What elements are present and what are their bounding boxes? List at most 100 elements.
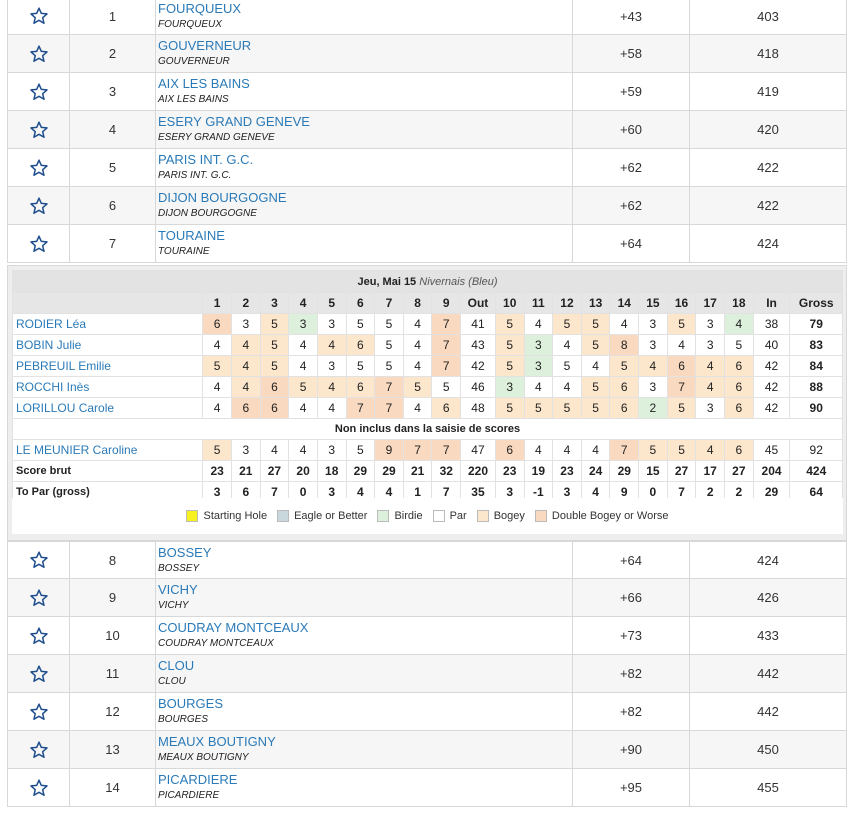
score-cell: 3 (695, 334, 725, 356)
hole-header: 15 (638, 292, 668, 314)
score-cell: 4 (402, 397, 433, 419)
player-name-link[interactable]: BOBIN Julie (11, 334, 204, 356)
team-row[interactable]: 3 AIX LES BAINS AIX LES BAINS +59 419 (7, 73, 847, 111)
legend-item: Starting Hole (186, 510, 267, 522)
player-name-link[interactable]: LE MEUNIER Caroline (11, 439, 204, 461)
score-cell: 4 (402, 334, 433, 356)
hole-header: 11 (523, 292, 554, 314)
score-cell: 5 (259, 313, 290, 335)
favorite-star-icon[interactable] (29, 82, 49, 102)
total-cell: 29 (609, 460, 640, 482)
score-cell: 42 (460, 355, 496, 377)
team-row[interactable]: 12 BOURGES BOURGES +82 442 (7, 693, 847, 731)
score-cell: 5 (494, 397, 525, 419)
score-cell: 46 (460, 376, 496, 398)
team-row[interactable]: 7 TOURAINE TOURAINE +64 424 (7, 225, 847, 263)
hole-header: 7 (374, 292, 404, 314)
team-name-link[interactable]: CLOU (158, 658, 195, 673)
team-row[interactable]: 5 PARIS INT. G.C. PARIS INT. G.C. +62 422 (7, 149, 847, 187)
score-cell: 5 (374, 334, 404, 356)
score-cell: 5 (374, 355, 404, 377)
team-club-name: VICHY (158, 600, 189, 611)
team-total: 424 (757, 236, 779, 251)
total-cell: 23 (202, 460, 232, 482)
score-cell: 7 (431, 439, 462, 461)
team-name-link[interactable]: COUDRAY MONTCEAUX (158, 620, 309, 635)
total-cell: 64 (789, 481, 843, 503)
score-cell: 8 (609, 334, 640, 356)
team-row[interactable]: 8 BOSSEY BOSSEY +64 424 (7, 541, 847, 579)
player-name-link[interactable]: RODIER Léa (11, 313, 204, 335)
team-row[interactable]: 11 CLOU CLOU +82 442 (7, 655, 847, 693)
team-row[interactable]: 4 ESERY GRAND GENEVE ESERY GRAND GENEVE +60… (7, 111, 847, 149)
score-cell: 4 (523, 313, 554, 335)
score-cell: 3 (638, 376, 668, 398)
team-to-par: +95 (573, 769, 690, 806)
score-cell: 4 (402, 355, 433, 377)
team-total: 419 (757, 84, 779, 99)
team-row[interactable]: 2 GOUVERNEUR GOUVERNEUR +58 418 (7, 35, 847, 73)
team-club-name: FOURQUEUX (158, 19, 222, 30)
team-name-link[interactable]: PICARDIERE (158, 772, 238, 787)
favorite-star-icon[interactable] (29, 664, 49, 684)
favorite-star-icon[interactable] (29, 626, 49, 646)
score-cell: 88 (789, 376, 843, 398)
total-cell: 18 (316, 460, 347, 482)
team-name-link[interactable]: AIX LES BAINS (158, 76, 250, 91)
team-name-link[interactable]: DIJON BOURGOGNE (158, 190, 287, 205)
team-name-link[interactable]: TOURAINE (158, 228, 225, 243)
team-row[interactable]: 9 VICHY VICHY +66 426 (7, 579, 847, 617)
score-cell: 83 (789, 334, 843, 356)
team-row[interactable]: 14 PICARDIERE PICARDIERE +95 455 (7, 769, 847, 807)
team-row[interactable]: 10 COUDRAY MONTCEAUX COUDRAY MONTCEAUX +73 4… (7, 617, 847, 655)
favorite-star-icon[interactable] (29, 234, 49, 254)
team-row[interactable]: 1 FOURQUEUX FOURQUEUX +43 403 (7, 0, 847, 35)
team-to-par: +58 (573, 35, 690, 72)
player-name-link[interactable]: PEBREUIL Emilie (11, 355, 204, 377)
score-cell: 5 (580, 334, 611, 356)
score-cell: 5 (345, 313, 376, 335)
favorite-star-icon[interactable] (29, 120, 49, 140)
favorite-star-icon[interactable] (29, 196, 49, 216)
favorite-star-icon[interactable] (29, 588, 49, 608)
favorite-star-icon[interactable] (29, 550, 49, 570)
team-row[interactable]: 6 DIJON BOURGOGNE DIJON BOURGOGNE +62 422 (7, 187, 847, 225)
team-name-link[interactable]: PARIS INT. G.C. (158, 152, 254, 167)
team-row[interactable]: 13 MEAUX BOUTIGNY MEAUX BOUTIGNY +90 450 (7, 731, 847, 769)
favorite-star-icon[interactable] (29, 44, 49, 64)
team-total: 422 (757, 198, 779, 213)
legend-label: Double Bogey or Worse (551, 510, 669, 522)
score-cell: 7 (666, 376, 697, 398)
favorite-star-icon[interactable] (29, 158, 49, 178)
favorite-star-icon[interactable] (29, 740, 49, 760)
total-cell: 204 (752, 460, 791, 482)
score-cell: 3 (638, 313, 668, 335)
score-cell: 6 (345, 376, 376, 398)
score-cell: 5 (494, 355, 525, 377)
favorite-star-icon[interactable] (29, 6, 49, 26)
score-cell: 4 (316, 376, 347, 398)
favorite-star-icon[interactable] (29, 778, 49, 798)
team-name-link[interactable]: FOURQUEUX (158, 1, 242, 16)
score-cell: 4 (288, 397, 318, 419)
leaderboard-top: 1 FOURQUEUX FOURQUEUX +43 403 2 GOUVERNEUR GOUV… (7, 0, 847, 263)
score-cell: 2 (638, 397, 668, 419)
player-name-link[interactable]: ROCCHI Inès (11, 376, 204, 398)
score-cell: 4 (288, 334, 318, 356)
score-cell: 5 (494, 313, 525, 335)
score-cell: 5 (666, 397, 697, 419)
favorite-star-icon[interactable] (29, 702, 49, 722)
team-name-link[interactable]: GOUVERNEUR (158, 38, 252, 53)
score-cell: 4 (580, 439, 611, 461)
legend-item: Eagle or Better (277, 510, 367, 522)
score-cell: 4 (523, 376, 554, 398)
team-name-link[interactable]: BOURGES (158, 696, 224, 711)
team-name-link[interactable]: BOSSEY (158, 545, 212, 560)
score-cell: 4 (288, 355, 318, 377)
team-name-link[interactable]: VICHY (158, 582, 198, 597)
team-total: 418 (757, 46, 779, 61)
team-name-link[interactable]: ESERY GRAND GENEVE (158, 114, 310, 129)
player-name-link[interactable]: LORILLOU Carole (11, 397, 204, 419)
team-name-link[interactable]: MEAUX BOUTIGNY (158, 734, 276, 749)
score-cell: 4 (316, 397, 347, 419)
